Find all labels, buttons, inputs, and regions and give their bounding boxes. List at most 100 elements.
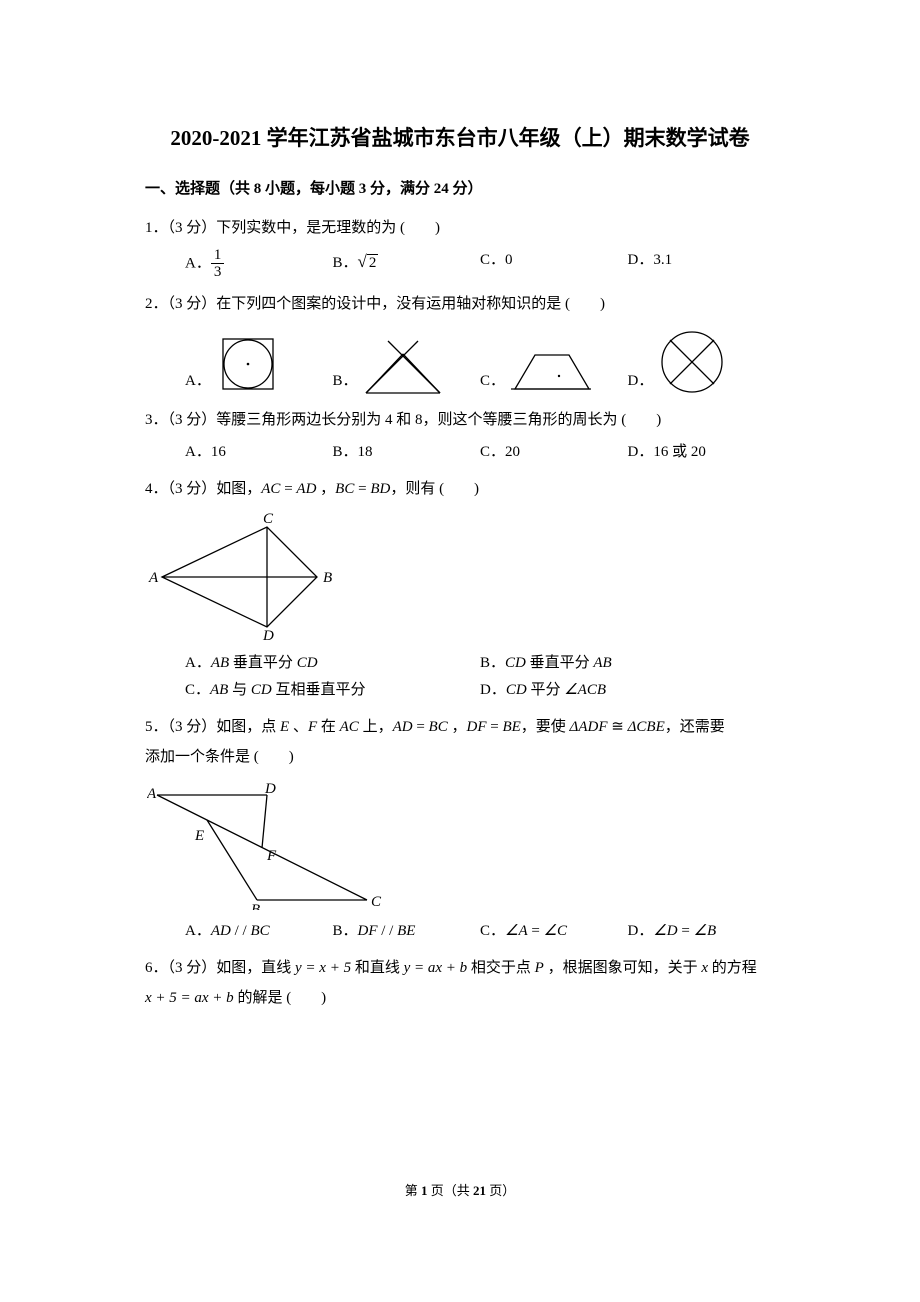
txt: 上， — [359, 719, 393, 735]
q6-text: 6．（3 分）如图，直线 y = x + 5 和直线 y = ax + b 相交… — [145, 953, 775, 983]
opt-label: A． — [185, 255, 211, 271]
q5-option-d: D．∠D = ∠B — [628, 918, 776, 945]
question-2: 2．（3 分）在下列四个图案的设计中，没有运用轴对称知识的是 ( ) A． B．… — [145, 289, 775, 395]
q4-option-d: D．CD 平分 ∠ACB — [480, 677, 775, 704]
q4-pre: 4．（3 分）如图， — [145, 481, 261, 497]
var: E — [280, 719, 289, 735]
q3-text: 3．（3 分）等腰三角形两边长分别为 4 和 8，则这个等腰三角形的周长为 ( … — [145, 405, 775, 435]
q4-post: ，则有 ( ) — [390, 481, 479, 497]
txt: = — [528, 923, 544, 939]
txt: ≅ — [608, 719, 628, 735]
q5-line2: 添加一个条件是 ( ) — [145, 742, 775, 772]
label-c: C — [371, 894, 382, 910]
q5-text: 5．（3 分）如图，点 E 、F 在 AC 上，AD = BC ，DF = BE… — [145, 712, 775, 742]
txt: / / — [231, 923, 251, 939]
txt: ，还需要 — [665, 719, 725, 735]
q4-text: 4．（3 分）如图，AC = AD ，BC = BD，则有 ( ) — [145, 474, 775, 504]
label-b: B — [323, 570, 332, 586]
var: ΔADF — [570, 719, 608, 735]
var: BC — [429, 719, 448, 735]
fraction-den: 3 — [211, 264, 225, 281]
txt: 5．（3 分）如图，点 — [145, 719, 280, 735]
opt-label: A． — [185, 368, 211, 395]
label-f: F — [266, 848, 277, 864]
q5-diagram-icon: A D E F B C — [147, 780, 387, 910]
label-e: E — [194, 828, 204, 844]
var: y = ax + b — [404, 960, 468, 976]
q1-option-a: A．13 — [185, 247, 333, 281]
q3-option-c: C．20 — [480, 439, 628, 466]
section-header: 一、选择题（共 8 小题，每小题 3 分，满分 24 分） — [145, 176, 775, 203]
txt: 6．（3 分）如图，直线 — [145, 960, 295, 976]
q2-option-d: D． — [628, 329, 776, 395]
var: BC — [335, 481, 354, 497]
q4-option-c: C．AB 与 CD 互相垂直平分 — [185, 677, 480, 704]
txt: 相交于点 — [467, 960, 535, 976]
q4-figure: A B C D — [147, 512, 775, 642]
opt-label: B． — [333, 255, 358, 271]
var: x + 5 = ax + b — [145, 990, 234, 1006]
txt: ，要使 — [521, 719, 570, 735]
var: BC — [250, 923, 269, 939]
label-a: A — [148, 570, 159, 586]
label-b: B — [251, 902, 260, 910]
txt: 互相垂直平分 — [272, 682, 366, 698]
var: AB — [211, 655, 229, 671]
q1-option-d: D．3.1 — [628, 247, 776, 281]
var: ∠A — [505, 923, 528, 939]
var: AD — [296, 481, 316, 497]
question-1: 1．（3 分）下列实数中，是无理数的为 ( ) A．13 B．2 C．0 D．3… — [145, 213, 775, 281]
question-4: 4．（3 分）如图，AC = AD ，BC = BD，则有 ( ) A B C … — [145, 474, 775, 704]
var: CD — [251, 682, 272, 698]
q2-figure-c-icon — [511, 349, 591, 395]
txt: = — [678, 923, 694, 939]
var: P — [535, 960, 544, 976]
fraction-num: 1 — [211, 247, 225, 265]
q4-option-b: B．CD 垂直平分 AB — [480, 650, 775, 677]
var: AB — [593, 655, 611, 671]
q5-option-b: B．DF / / BE — [333, 918, 481, 945]
var: CD — [505, 655, 526, 671]
var: BE — [397, 923, 415, 939]
var: BD — [370, 481, 390, 497]
label-d: D — [262, 628, 274, 642]
opt-label: D． — [480, 682, 506, 698]
footer-mid: 页（共 — [427, 1183, 473, 1198]
opt-label: C． — [480, 368, 505, 395]
var: DF — [358, 923, 378, 939]
q5-figure: A D E F B C — [147, 780, 775, 910]
var: ∠C — [544, 923, 567, 939]
txt: 垂直平分 — [229, 655, 297, 671]
q2-figure-b-icon — [364, 339, 442, 395]
radicand: 2 — [367, 254, 379, 271]
footer-pre: 第 — [405, 1183, 421, 1198]
txt: 垂直平分 — [526, 655, 594, 671]
var: AC — [340, 719, 359, 735]
question-6: 6．（3 分）如图，直线 y = x + 5 和直线 y = ax + b 相交… — [145, 953, 775, 1013]
opt-label: B． — [480, 655, 505, 671]
var: AC — [261, 481, 280, 497]
q3-option-d: D．16 或 20 — [628, 439, 776, 466]
q2-figure-d-icon — [659, 329, 725, 395]
var: AD — [393, 719, 413, 735]
txt: 与 — [228, 682, 251, 698]
question-5: 5．（3 分）如图，点 E 、F 在 AC 上，AD = BC ，DF = BE… — [145, 712, 775, 945]
txt: 平分 — [527, 682, 565, 698]
txt: ，根据图象可知，关于 — [544, 960, 702, 976]
txt: 和直线 — [351, 960, 404, 976]
q2-text: 2．（3 分）在下列四个图案的设计中，没有运用轴对称知识的是 ( ) — [145, 289, 775, 319]
q1-text: 1．（3 分）下列实数中，是无理数的为 ( ) — [145, 213, 775, 243]
page-footer: 第 1 页（共 21 页） — [0, 1179, 920, 1202]
q4-diagram-icon: A B C D — [147, 512, 337, 642]
var: F — [308, 719, 317, 735]
var: ΔCBE — [628, 719, 665, 735]
txt: 的方程 — [708, 960, 757, 976]
var: ∠B — [694, 923, 717, 939]
opt-label: A． — [185, 655, 211, 671]
var: ∠ACB — [564, 682, 606, 698]
txt: 的解是 ( ) — [234, 990, 327, 1006]
label-d: D — [264, 781, 276, 797]
sqrt-icon: 2 — [358, 247, 379, 278]
var: y = x + 5 — [295, 960, 351, 976]
q5-option-a: A．AD / / BC — [185, 918, 333, 945]
